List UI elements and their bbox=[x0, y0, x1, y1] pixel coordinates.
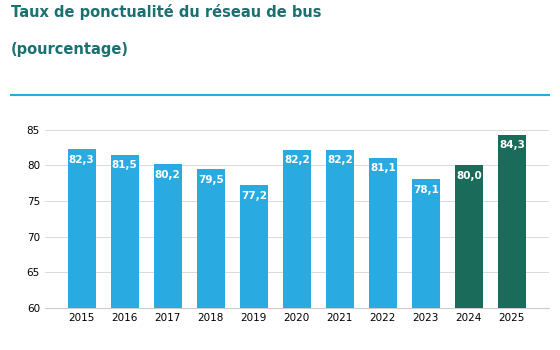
Bar bbox=[283, 150, 311, 308]
Text: Taux de ponctualité du réseau de bus: Taux de ponctualité du réseau de bus bbox=[11, 4, 321, 20]
Text: 84,3: 84,3 bbox=[499, 140, 525, 150]
Text: 77,2: 77,2 bbox=[241, 191, 267, 201]
Text: 81,1: 81,1 bbox=[370, 163, 396, 173]
Bar bbox=[197, 169, 225, 308]
Text: 82,2: 82,2 bbox=[327, 155, 353, 166]
Bar bbox=[240, 186, 268, 308]
Text: 78,1: 78,1 bbox=[413, 185, 439, 195]
Text: 82,2: 82,2 bbox=[284, 155, 310, 166]
Bar bbox=[326, 150, 354, 308]
Bar bbox=[154, 164, 181, 308]
Text: 80,2: 80,2 bbox=[155, 170, 181, 180]
Text: 81,5: 81,5 bbox=[112, 160, 138, 170]
Bar bbox=[111, 155, 139, 308]
Text: 82,3: 82,3 bbox=[69, 155, 95, 165]
Bar bbox=[412, 179, 440, 308]
Bar bbox=[68, 149, 96, 308]
Bar bbox=[369, 158, 397, 308]
Bar bbox=[498, 135, 526, 308]
Text: (pourcentage): (pourcentage) bbox=[11, 42, 129, 57]
Text: 80,0: 80,0 bbox=[456, 171, 482, 181]
Bar bbox=[455, 166, 483, 308]
Text: 79,5: 79,5 bbox=[198, 175, 223, 185]
